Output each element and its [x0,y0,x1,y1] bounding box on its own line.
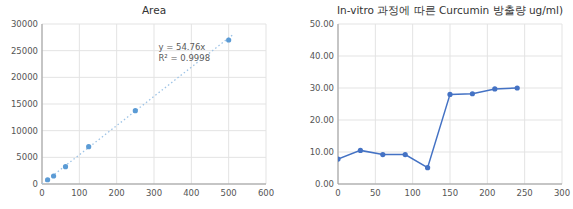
tick-label: 0.00 [315,179,334,189]
tick-label: 150 [442,188,458,198]
point [403,152,408,157]
tick-label: 200 [109,188,125,198]
x-axis [42,184,266,185]
tick-label: 0 [33,179,38,189]
annotation: R² = 0.9998 [158,53,210,63]
point [358,148,363,153]
trend-line [42,35,232,184]
tick-label: 0 [39,188,44,198]
tick-label: 200 [479,188,495,198]
panel: Area 0 5000 10000 15000 20000 25000 30000 0 100 20… [11,4,274,198]
x-axis [338,184,562,185]
title: Area [142,4,166,16]
point [380,152,385,157]
tick-label: 500 [221,188,237,198]
point [492,86,497,91]
grid-line [228,24,229,184]
point [447,92,452,97]
point [45,177,50,182]
tick-label: 20000 [11,72,38,82]
point [63,164,68,169]
tick-label: 15000 [11,99,38,109]
tick-label: 10000 [11,126,38,136]
point [86,144,91,149]
point [338,156,341,161]
point [51,173,56,178]
tick-label: 100 [71,188,87,198]
grid-line [562,24,563,184]
tick-label: 40.00 [310,51,334,61]
tick-label: 600 [258,188,274,198]
tick-label: 50.00 [310,19,334,29]
tick-label: 400 [183,188,199,198]
marks [42,35,232,184]
tick-label: 100 [405,188,421,198]
point [226,37,231,42]
point [425,165,430,170]
tick-label: 300 [554,188,570,198]
tick-label: 25000 [11,46,38,56]
point [470,91,475,96]
title: In-vitro 과정에 따른 Curcumin 방출량 ug/ml) [337,4,563,16]
y-axis [42,24,43,184]
tick-label: 300 [146,188,162,198]
tick-label: 10.00 [310,147,334,157]
grid-line [450,24,451,184]
tick-label: 30.00 [310,83,334,93]
marks [338,85,520,170]
grid-line [42,184,266,185]
tick-label: 20.00 [310,115,334,125]
chart: Area050001000015000200002500030000010020… [0,0,573,209]
grid-line [266,24,267,184]
grid-line [375,24,376,184]
panel: In-vitro 과정에 따른 Curcumin 방출량 ug/ml) 0.00 1… [310,4,570,198]
point [515,85,520,90]
tick-label: 250 [517,188,533,198]
grid-line [116,24,117,184]
grid-line [154,24,155,184]
point [133,108,138,113]
grid-line [524,24,525,184]
grid-line [338,184,562,185]
grid-line [42,24,43,184]
grid-line [487,24,488,184]
annotation: y = 54.76x [158,42,205,52]
tick-label: 50 [370,188,381,198]
tick-label: 30000 [11,19,38,29]
tick-label: 5000 [16,152,38,162]
tick-label: 0 [335,188,340,198]
grid-line [79,24,80,184]
series-line [338,88,517,168]
